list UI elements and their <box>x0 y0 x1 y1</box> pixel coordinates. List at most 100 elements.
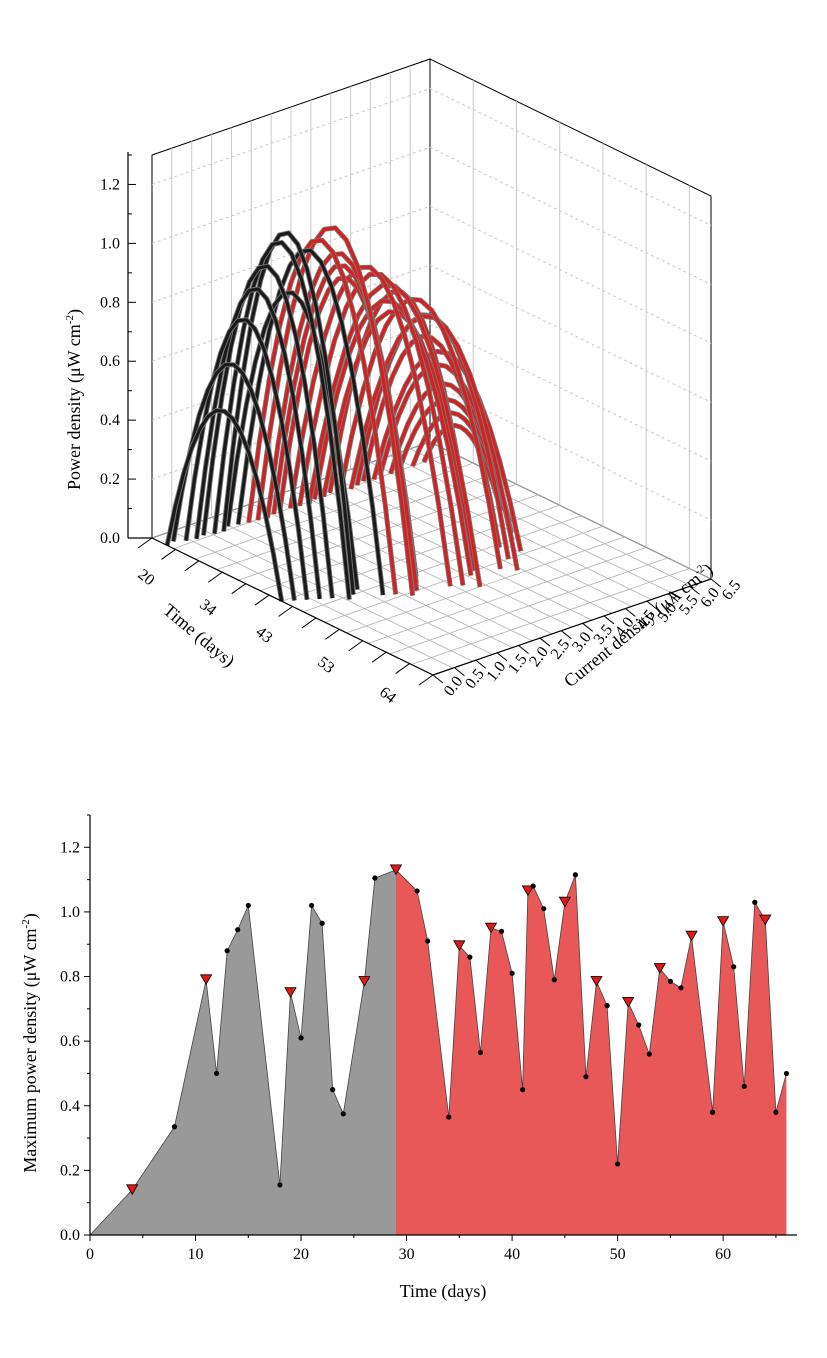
data-point <box>783 1070 790 1077</box>
chart2d-areas <box>90 869 787 1235</box>
data-point-triangle <box>199 974 213 986</box>
data-point <box>509 970 515 976</box>
time-tick-mark <box>207 571 223 583</box>
current-tick-label: 6.0 <box>697 585 723 611</box>
data-point <box>520 1087 526 1093</box>
data-point <box>467 954 473 960</box>
time-tick-mark <box>231 583 246 595</box>
z-tick-label: 1.0 <box>100 235 120 252</box>
x-tick-label: 50 <box>610 1246 626 1263</box>
data-point <box>604 1003 610 1009</box>
data-point <box>773 1109 779 1115</box>
data-point <box>646 1051 652 1057</box>
data-point <box>551 977 557 983</box>
current-tick-mark <box>603 615 615 625</box>
time-tick-mark <box>301 617 317 629</box>
data-point <box>477 1049 484 1056</box>
chart3d-zlabel: Power density (μW cm-2) <box>64 309 85 490</box>
data-point-triangle <box>521 885 535 897</box>
data-point <box>425 938 431 944</box>
max-power-density-chart: 0 10 20 30 40 50 60 0.0 0.2 0.4 0.6 0.8 1.0 1.2 Time… <box>20 814 797 1302</box>
chart3d-curves <box>164 225 524 602</box>
current-tick-mark <box>625 608 636 617</box>
curve-late <box>265 252 419 591</box>
floor-grid-line <box>350 469 632 607</box>
data-point <box>678 985 684 991</box>
chart2d-y-ticks: 0.0 0.2 0.4 0.6 0.8 1.0 1.2 <box>60 814 90 1244</box>
z-tick-label: 0.0 <box>100 530 120 547</box>
current-tick-mark <box>667 593 679 603</box>
chart2d-points <box>126 864 790 1196</box>
data-point <box>340 1111 346 1117</box>
data-point <box>308 902 315 909</box>
x-tick-label: 0 <box>86 1246 94 1263</box>
data-point-triangle <box>558 896 572 908</box>
current-tick-mark <box>539 637 551 647</box>
current-tick-label: 2.5 <box>548 636 574 662</box>
waterfall-3d-chart: 0.00.20.40.60.81.01.2 0.00.51.01.52.02.5… <box>64 58 745 707</box>
back-wall-right <box>429 58 712 580</box>
wall-grid-line <box>151 205 712 344</box>
floor-grid-line <box>310 482 593 621</box>
curve-late <box>247 238 398 595</box>
current-tick-mark <box>560 630 572 640</box>
y-tick-label: 0.2 <box>60 1162 80 1179</box>
y-tick-label: 0.4 <box>60 1098 80 1115</box>
data-point <box>319 920 325 926</box>
time-tick-label: 20 <box>134 566 157 589</box>
floor-grid-line <box>290 489 573 628</box>
curve-late <box>288 265 452 587</box>
data-point <box>414 888 420 894</box>
current-tick-mark <box>475 659 487 669</box>
data-point <box>171 1124 178 1130</box>
current-axis-front <box>432 578 712 676</box>
current-tick-mark <box>689 585 700 595</box>
y-tick-label: 1.2 <box>60 839 80 856</box>
curve-late <box>422 423 499 499</box>
z-tick-label: 1.2 <box>100 176 120 193</box>
z-tick-label: 0.6 <box>100 353 120 370</box>
y-tick-label: 1.0 <box>60 904 80 921</box>
z-tick-label: 0.4 <box>100 412 120 429</box>
data-point <box>572 872 579 878</box>
curve-early <box>184 318 309 600</box>
time-tick-mark <box>371 651 387 663</box>
chart3d-current-density-ticks: 0.00.51.01.52.02.53.03.54.04.55.05.56.06… <box>432 577 745 699</box>
data-point <box>214 1070 220 1077</box>
data-point-triangle <box>759 914 772 926</box>
data-point-triangle <box>453 940 466 952</box>
time-tick-mark <box>137 537 153 549</box>
data-point <box>530 883 536 889</box>
data-point <box>667 978 673 984</box>
time-tick-mark <box>161 549 176 560</box>
floor-grid-line <box>390 455 672 594</box>
time-tick-mark <box>418 674 434 686</box>
current-tick-label: 1.5 <box>505 651 531 677</box>
data-point-triangle <box>358 976 371 987</box>
x-tick-label: 10 <box>188 1246 204 1263</box>
time-tick-mark <box>254 594 270 606</box>
chart2d-x-ticks: 0 10 20 30 40 50 60 <box>86 1235 777 1263</box>
wall-grid-line <box>151 87 712 226</box>
chart3d-xlabel: Current density (μA cm-2) <box>560 559 717 692</box>
current-tick-mark <box>432 674 444 684</box>
curve-early <box>194 287 322 600</box>
x-tick-label: 30 <box>399 1246 415 1263</box>
data-point <box>330 1087 336 1093</box>
curve-early <box>236 248 385 596</box>
z-tick-label: 0.2 <box>100 471 120 488</box>
area-before <box>90 869 396 1235</box>
current-tick-mark <box>518 645 529 654</box>
time-tick-mark <box>325 628 340 640</box>
data-point <box>224 948 230 954</box>
current-tick-mark <box>496 652 508 662</box>
x-tick-label: 20 <box>293 1246 309 1263</box>
time-tick-mark <box>348 640 364 652</box>
data-point <box>372 875 378 881</box>
data-point-triangle <box>622 997 635 1008</box>
current-tick-label: 6.5 <box>719 577 745 603</box>
data-point <box>583 1074 589 1080</box>
current-tick-label: 0.5 <box>462 666 488 692</box>
time-tick-mark <box>395 663 410 674</box>
floor-grid-line <box>231 510 513 648</box>
